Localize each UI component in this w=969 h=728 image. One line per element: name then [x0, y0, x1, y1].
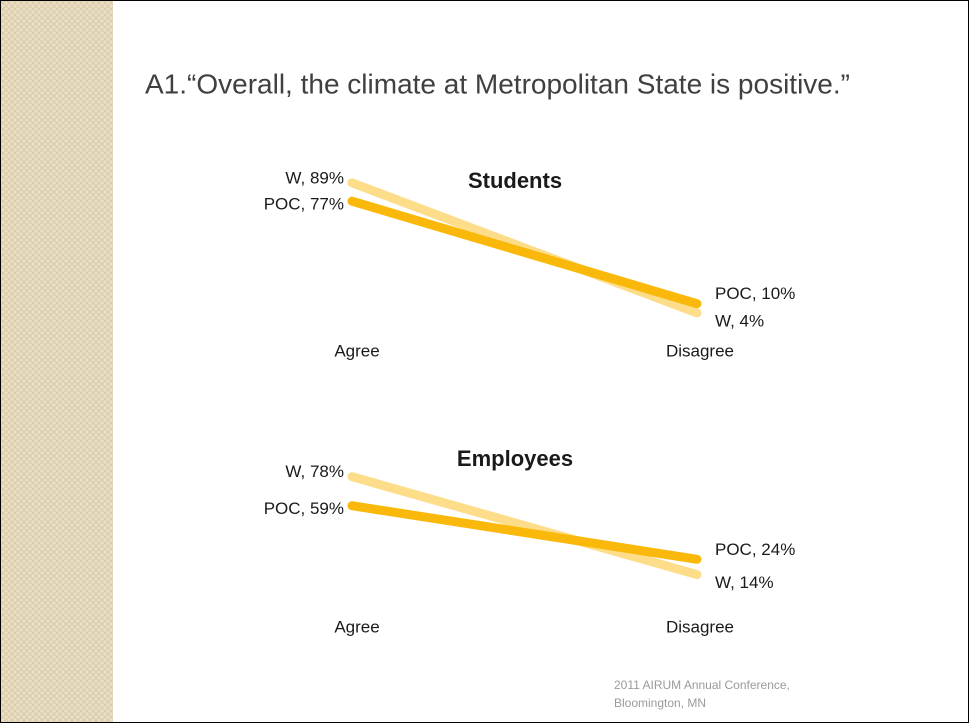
data-label: POC, 24%: [715, 540, 795, 559]
x-tick-label: Disagree: [666, 617, 734, 636]
data-label: W, 78%: [285, 462, 344, 481]
footer: Bloomington, MN: [614, 696, 706, 710]
data-label: W, 14%: [715, 573, 774, 592]
side-stripe: [1, 1, 113, 722]
data-label: W, 4%: [715, 311, 764, 330]
line: [347, 501, 702, 564]
x-tick-label: Disagree: [666, 341, 734, 360]
line: [347, 472, 702, 580]
slide-title: A1.“Overall, the climate at Metropolitan…: [145, 68, 850, 99]
line: [347, 196, 702, 309]
data-label: W, 89%: [285, 168, 344, 187]
data-label: POC, 77%: [264, 195, 344, 214]
footer: 2011 AIRUM Annual Conference,: [614, 678, 790, 692]
data-label: POC, 59%: [264, 499, 344, 518]
data-label: POC, 10%: [715, 284, 795, 303]
chart-title: Students: [468, 168, 562, 193]
x-tick-label: Agree: [334, 617, 379, 636]
x-tick-label: Agree: [334, 341, 379, 360]
chart-title: Employees: [457, 446, 573, 471]
